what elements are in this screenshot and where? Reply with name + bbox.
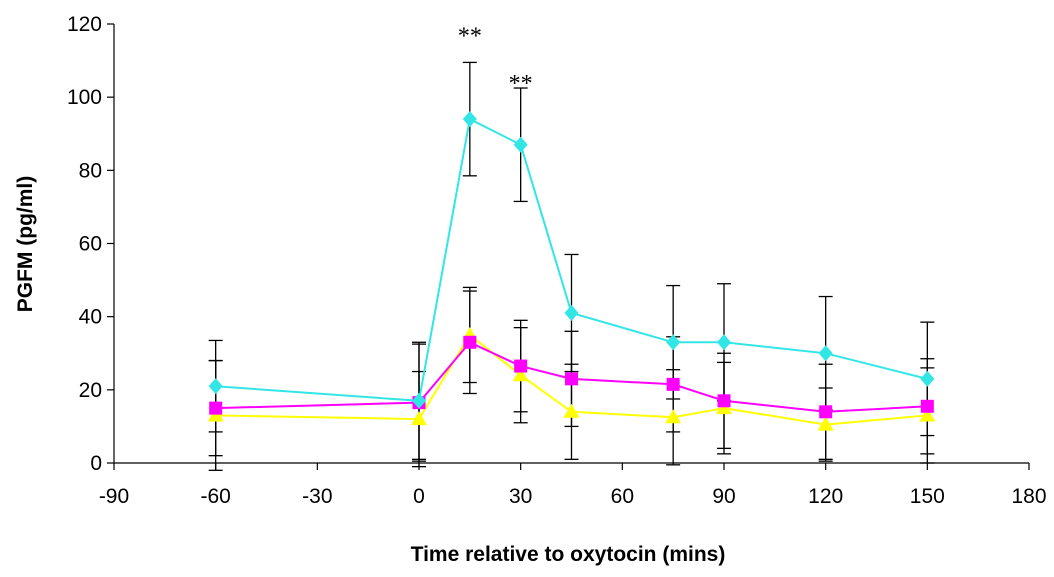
data-point-diamond (463, 111, 477, 127)
significance-annotation: ** (458, 23, 482, 49)
y-tick-label: 40 (79, 306, 102, 329)
data-point-diamond (819, 345, 833, 361)
data-point-diamond (920, 371, 934, 387)
y-axis-title: PGFM (pg/ml) (14, 176, 37, 312)
axes (107, 24, 1029, 470)
x-tick-label: -30 (302, 485, 332, 508)
x-tick-label: 90 (712, 485, 735, 508)
data-point-square (819, 405, 832, 418)
x-tick-label: -90 (99, 485, 129, 508)
x-tick-label: 120 (808, 485, 843, 508)
data-point-diamond (565, 305, 579, 321)
data-point-square (463, 336, 476, 349)
x-axis-title: Time relative to oxytocin (mins) (411, 543, 726, 566)
y-tick-label: 120 (67, 13, 102, 36)
x-tick-label: 30 (509, 485, 532, 508)
data-point-square (565, 372, 578, 385)
x-tick-label: 150 (910, 485, 945, 508)
x-tick-label: 60 (611, 485, 634, 508)
data-point-diamond (717, 334, 731, 350)
y-tick-label: 80 (79, 159, 102, 182)
data-point-square (921, 400, 934, 413)
x-tick-label: -60 (200, 485, 230, 508)
y-tick-label: 60 (79, 233, 102, 256)
data-point-triangle (564, 404, 580, 418)
data-point-square (718, 394, 731, 407)
x-tick-label: 180 (1011, 485, 1046, 508)
tick-labels: 0 20 40 60 80 100 120 -90 -60 -30 0 30 60 90 120 150 180 (67, 13, 1047, 508)
data-point-diamond (209, 378, 223, 394)
data-point-square (514, 360, 527, 373)
y-tick-label: 100 (67, 86, 102, 109)
data-point-diamond (514, 137, 528, 153)
y-tick-label: 0 (90, 452, 102, 475)
data-point-square (209, 402, 222, 415)
x-tick-label: 0 (413, 485, 425, 508)
data-point-square (667, 378, 680, 391)
annotations: ** ** (458, 23, 533, 97)
y-tick-label: 20 (79, 379, 102, 402)
significance-annotation: ** (509, 71, 533, 97)
